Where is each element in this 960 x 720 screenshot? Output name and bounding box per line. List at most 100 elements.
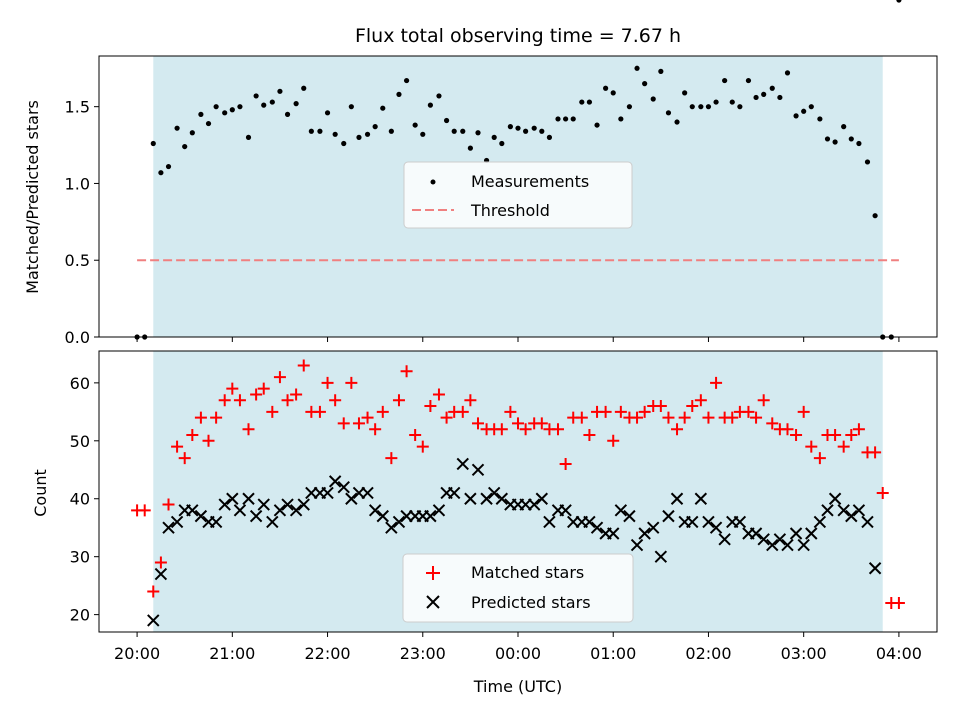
measurement-point bbox=[674, 119, 680, 125]
measurement-point bbox=[301, 85, 307, 91]
matched-star-point bbox=[313, 405, 326, 418]
predicted-star-point bbox=[154, 567, 168, 581]
measurement-point bbox=[205, 120, 212, 127]
x-tick-label: 01:00 bbox=[590, 644, 636, 663]
predicted-star-point bbox=[242, 492, 255, 505]
matched-star-point bbox=[210, 411, 223, 424]
predicted-star-point bbox=[257, 498, 270, 511]
predicted-star-point bbox=[718, 533, 731, 546]
matched-star-point bbox=[837, 440, 850, 453]
predicted-star-point bbox=[162, 521, 175, 534]
matched-star-point bbox=[194, 411, 207, 424]
x-tick-label: 02:00 bbox=[685, 644, 731, 663]
top-legend-box bbox=[403, 161, 633, 229]
legend-label-predicted: Predicted stars bbox=[471, 593, 591, 612]
y-tick-label: 0.5 bbox=[65, 251, 90, 270]
matched-star-point bbox=[385, 452, 398, 465]
measurement-point bbox=[324, 110, 331, 116]
measurement-point bbox=[356, 134, 362, 140]
matched-star-point bbox=[369, 423, 382, 436]
matched-star-point bbox=[266, 405, 279, 418]
measurement-point bbox=[182, 143, 188, 150]
matched-star-point bbox=[876, 486, 889, 499]
matched-star-point bbox=[329, 394, 342, 407]
measurement-point bbox=[729, 99, 735, 105]
matched-star-point bbox=[797, 405, 810, 418]
y-tick-label: 0.0 bbox=[65, 328, 90, 347]
predicted-stars-layer bbox=[148, 458, 882, 627]
matched-star-point bbox=[631, 411, 644, 424]
measurement-point bbox=[229, 107, 235, 113]
measurement-point bbox=[284, 111, 291, 117]
measurement-point bbox=[475, 130, 481, 136]
matched-star-point bbox=[559, 457, 572, 470]
matched-star-point bbox=[321, 376, 334, 389]
predicted-star-point bbox=[297, 498, 310, 511]
matched-star-point bbox=[583, 429, 596, 442]
x-tick-label: 20:00 bbox=[114, 644, 160, 663]
measurement-point bbox=[165, 163, 172, 170]
predicted-star-point bbox=[821, 504, 834, 517]
matched-star-point bbox=[273, 371, 286, 384]
measurement-point bbox=[824, 136, 831, 142]
matched-star-point bbox=[662, 411, 675, 424]
matched-star-point bbox=[599, 405, 612, 418]
measurement-point bbox=[460, 128, 466, 134]
matched-star-point bbox=[638, 405, 651, 418]
predicted-star-point bbox=[805, 527, 818, 540]
predicted-star-point bbox=[654, 550, 668, 563]
matched-star-point bbox=[424, 400, 437, 413]
matched-star-point bbox=[671, 423, 684, 436]
matched-star-point bbox=[892, 597, 905, 610]
x-tick-label: 04:00 bbox=[876, 644, 922, 663]
matched-star-point bbox=[400, 365, 413, 378]
measurement-point bbox=[293, 101, 299, 107]
measurement-point bbox=[261, 102, 267, 108]
measurement-point bbox=[848, 136, 854, 142]
predicted-star-point bbox=[709, 521, 723, 534]
legend-label-threshold: Threshold bbox=[470, 201, 550, 220]
measurement-point bbox=[618, 116, 624, 122]
predicted-star-point bbox=[694, 492, 708, 505]
measurement-point bbox=[594, 122, 600, 128]
measurement-point bbox=[808, 104, 814, 110]
predicted-star-point bbox=[614, 504, 628, 517]
matched-star-point bbox=[257, 382, 270, 395]
matched-star-point bbox=[710, 376, 723, 389]
predicted-star-point bbox=[464, 492, 477, 505]
bottom-y-axis-label: Count bbox=[31, 469, 50, 517]
bottom-legend-box bbox=[402, 553, 634, 623]
legend-label-measurements: Measurements bbox=[471, 172, 589, 191]
measurement-point bbox=[793, 113, 799, 119]
chart-title: Flux total observing time = 7.67 h bbox=[355, 25, 681, 47]
matched-star-point bbox=[138, 504, 151, 517]
matched-star-point bbox=[790, 429, 803, 442]
matched-star-point bbox=[416, 440, 429, 453]
measurement-point bbox=[832, 139, 838, 145]
measurement-point bbox=[539, 128, 545, 134]
matched-star-point bbox=[535, 417, 548, 430]
measurement-point bbox=[467, 145, 473, 151]
predicted-star-point bbox=[845, 509, 858, 523]
predicted-star-point bbox=[702, 515, 715, 529]
predicted-star-point bbox=[781, 538, 794, 552]
measurements-layer bbox=[134, 0, 902, 340]
predicted-star-point bbox=[623, 509, 636, 523]
measurement-point bbox=[451, 128, 457, 134]
bottom-y-ticks: 20 30 40 50 60 bbox=[70, 374, 99, 625]
measurement-point bbox=[896, 0, 902, 3]
measurement-point bbox=[722, 77, 728, 84]
top-y-ticks: 0.0 0.5 1.0 1.5 bbox=[65, 98, 99, 347]
matched-star-point bbox=[432, 388, 445, 401]
matched-star-point bbox=[702, 411, 715, 424]
predicted-star-point bbox=[345, 492, 358, 505]
predicted-star-point bbox=[868, 562, 882, 575]
measurement-point bbox=[864, 159, 871, 165]
predicted-star-point bbox=[543, 515, 556, 529]
y-tick-label: 1.5 bbox=[65, 98, 90, 117]
measurement-point bbox=[610, 90, 616, 96]
bottom-x-ticks: 20:00 21:00 22:00 23:00 00:00 01:00 02:00 03:00… bbox=[114, 632, 922, 663]
measurement-point bbox=[777, 94, 783, 101]
measurement-point bbox=[642, 81, 648, 87]
measurement-point bbox=[364, 131, 371, 137]
